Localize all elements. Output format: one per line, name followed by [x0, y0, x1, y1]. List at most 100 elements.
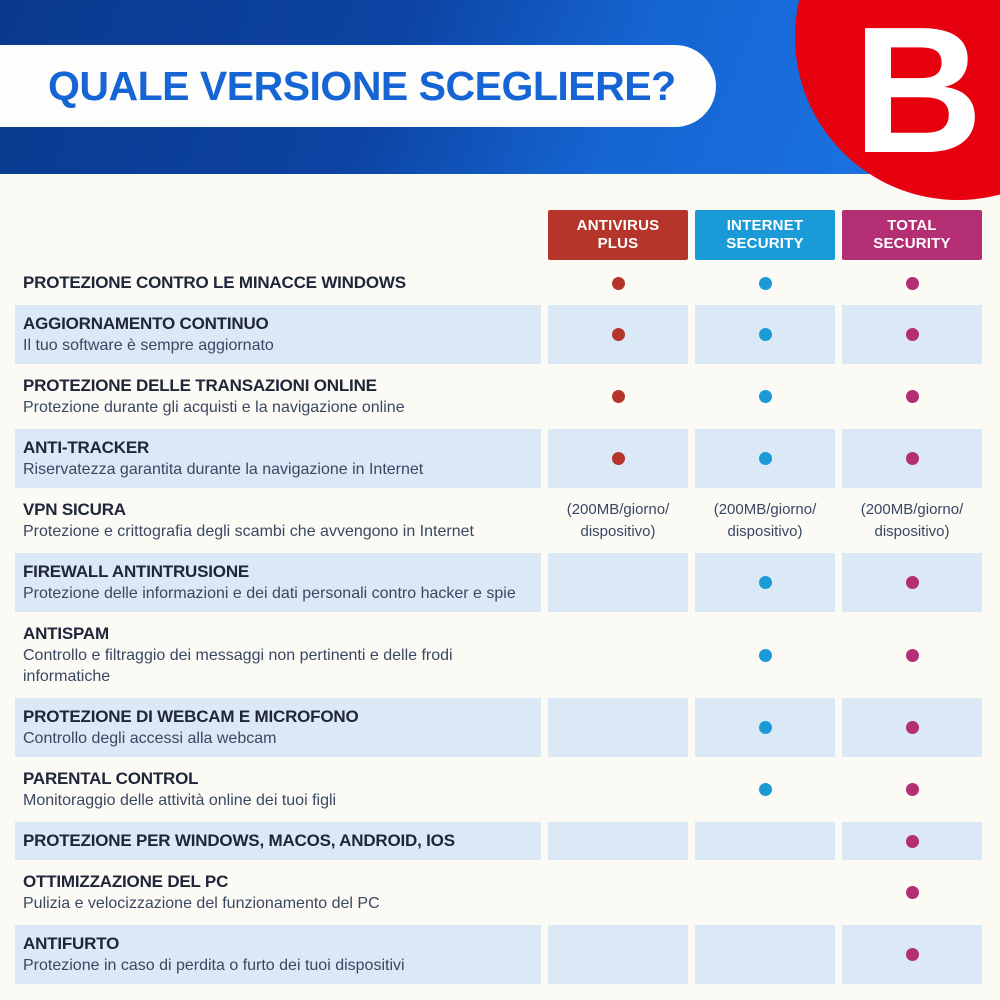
feature-title: ANTISPAM [23, 624, 109, 643]
cell-antivirus-plus [548, 863, 688, 922]
included-dot-internet-security [758, 276, 772, 290]
cell-internet-security [695, 305, 835, 364]
feature-row: PARENTAL CONTROL Monitoraggio delle attiv… [15, 760, 982, 819]
cell-internet-security [695, 863, 835, 922]
feature-label-cell: ANTI-TRACKER Riservatezza garantita duran… [15, 429, 541, 488]
included-dot-internet-security [758, 783, 772, 796]
feature-label-cell: OTTIMIZZAZIONE DEL PC Pulizia e velocizza… [15, 863, 541, 922]
included-dot-internet-security [758, 648, 772, 662]
feature-subtitle: Monitoraggio delle attività online dei t… [23, 792, 337, 809]
cell-antivirus-plus [548, 264, 688, 302]
feature-label-cell: ANTIFURTO Protezione in caso di perdita o… [15, 925, 541, 984]
included-dot-internet-security [758, 452, 772, 465]
feature-title: OTTIMIZZAZIONE DEL PC [23, 872, 229, 891]
cell-antivirus-plus [548, 822, 688, 860]
feature-row: PROTEZIONE DI WEBCAM E MICROFONO Controll… [15, 698, 982, 757]
included-dot-internet-security [758, 390, 772, 403]
feature-label-cell: VPN SICURA Protezione e crittografia degl… [15, 491, 541, 550]
feature-label-cell: PARENTAL CONTROL Monitoraggio delle attiv… [15, 760, 541, 819]
column-header-total-security: TOTAL SECURITY [842, 210, 982, 260]
included-dot-internet-security [758, 576, 772, 589]
feature-row: VPN SICURA Protezione e crittografia degl… [15, 491, 982, 550]
included-dot-antivirus-plus [611, 390, 625, 403]
cell-internet-security: (200MB/giorno/ dispositivo) [695, 491, 835, 550]
table-header-row: ANTIVIRUS PLUS INTERNET SECURITY TOTAL S… [15, 210, 982, 260]
cell-total-security [842, 863, 982, 922]
cell-antivirus-plus [548, 305, 688, 364]
table-body: PROTEZIONE CONTRO LE MINACCE WINDOWS AGGI… [15, 264, 982, 984]
cell-internet-security [695, 760, 835, 819]
included-dot-total-security [905, 783, 919, 796]
cell-internet-security [695, 925, 835, 984]
feature-label-cell: PROTEZIONE PER WINDOWS, MACOS, ANDROID, … [15, 822, 541, 860]
cell-antivirus-plus [548, 925, 688, 984]
column-header-antivirus-plus: ANTIVIRUS PLUS [548, 210, 688, 260]
feature-subtitle: Controllo e filtraggio dei messaggi non … [23, 647, 453, 685]
cell-antivirus-plus: (200MB/giorno/ dispositivo) [548, 491, 688, 550]
feature-title: PROTEZIONE DI WEBCAM E MICROFONO [23, 707, 359, 726]
feature-title: VPN SICURA [23, 500, 126, 519]
cell-antivirus-plus [548, 553, 688, 612]
feature-title: PROTEZIONE CONTRO LE MINACCE WINDOWS [23, 273, 406, 292]
cell-total-security [842, 305, 982, 364]
cell-internet-security [695, 553, 835, 612]
comparison-table: ANTIVIRUS PLUS INTERNET SECURITY TOTAL S… [15, 210, 982, 987]
cell-internet-security [695, 429, 835, 488]
included-dot-internet-security [758, 328, 772, 341]
cell-antivirus-plus [548, 760, 688, 819]
feature-title: PROTEZIONE DELLE TRANSAZIONI ONLINE [23, 376, 377, 395]
cell-antivirus-plus [548, 698, 688, 757]
included-dot-total-security [905, 886, 919, 899]
included-dot-total-security [905, 276, 919, 290]
bitdefender-logo-letter: B [853, 0, 983, 191]
feature-subtitle: Controllo degli accessi alla webcam [23, 730, 277, 747]
feature-row: PROTEZIONE PER WINDOWS, MACOS, ANDROID, … [15, 822, 982, 860]
included-dot-total-security [905, 721, 919, 734]
cell-total-security [842, 698, 982, 757]
feature-row: PROTEZIONE DELLE TRANSAZIONI ONLINE Prote… [15, 367, 982, 426]
feature-subtitle: Protezione delle informazioni e dei dati… [23, 585, 516, 602]
feature-row: OTTIMIZZAZIONE DEL PC Pulizia e velocizza… [15, 863, 982, 922]
cell-internet-security [695, 822, 835, 860]
included-dot-total-security [905, 576, 919, 589]
included-dot-total-security [905, 328, 919, 341]
feature-title: AGGIORNAMENTO CONTINUO [23, 314, 269, 333]
feature-subtitle: Protezione in caso di perdita o furto de… [23, 957, 405, 974]
feature-title: FIREWALL ANTINTRUSIONE [23, 562, 250, 581]
included-dot-total-security [905, 452, 919, 465]
column-header-internet-security: INTERNET SECURITY [695, 210, 835, 260]
feature-title: PROTEZIONE PER WINDOWS, MACOS, ANDROID, … [23, 831, 455, 850]
title-box: QUALE VERSIONE SCEGLIERE? [0, 45, 716, 127]
cell-total-security [842, 553, 982, 612]
cell-total-security [842, 429, 982, 488]
feature-title: PARENTAL CONTROL [23, 769, 199, 788]
feature-title: ANTI-TRACKER [23, 438, 150, 457]
included-dot-total-security [905, 834, 919, 848]
included-dot-antivirus-plus [611, 328, 625, 341]
included-dot-total-security [905, 390, 919, 403]
included-dot-antivirus-plus [611, 276, 625, 290]
included-dot-total-security [905, 948, 919, 961]
cell-antivirus-plus [548, 429, 688, 488]
feature-row: AGGIORNAMENTO CONTINUO Il tuo software è … [15, 305, 982, 364]
cell-total-security [842, 760, 982, 819]
feature-label-cell: PROTEZIONE CONTRO LE MINACCE WINDOWS [15, 264, 541, 302]
feature-subtitle: Riservatezza garantita durante la naviga… [23, 461, 424, 478]
feature-label-cell: FIREWALL ANTINTRUSIONE Protezione delle i… [15, 553, 541, 612]
cell-antivirus-plus [548, 615, 688, 695]
feature-title: ANTIFURTO [23, 934, 120, 953]
feature-subtitle: Protezione e crittografia degli scambi c… [23, 523, 474, 540]
cell-internet-security [695, 264, 835, 302]
feature-label-cell: AGGIORNAMENTO CONTINUO Il tuo software è … [15, 305, 541, 364]
cell-antivirus-plus [548, 367, 688, 426]
included-dot-total-security [905, 648, 919, 662]
cell-total-security [842, 367, 982, 426]
feature-row: PROTEZIONE CONTRO LE MINACCE WINDOWS [15, 264, 982, 302]
included-dot-antivirus-plus [611, 452, 625, 465]
cell-total-security [842, 822, 982, 860]
header-spacer [15, 210, 541, 260]
feature-subtitle: Pulizia e velocizzazione del funzionamen… [23, 895, 380, 912]
cell-internet-security [695, 367, 835, 426]
cell-internet-security [695, 615, 835, 695]
feature-label-cell: PROTEZIONE DELLE TRANSAZIONI ONLINE Prote… [15, 367, 541, 426]
